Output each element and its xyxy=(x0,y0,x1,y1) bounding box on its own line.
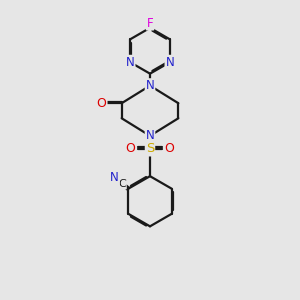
Text: O: O xyxy=(165,142,175,155)
Text: N: N xyxy=(110,171,119,184)
Text: N: N xyxy=(126,56,134,69)
Text: C: C xyxy=(118,178,126,189)
Text: N: N xyxy=(146,129,154,142)
Text: N: N xyxy=(166,56,174,69)
Text: N: N xyxy=(146,79,154,92)
Text: O: O xyxy=(97,97,106,110)
Text: S: S xyxy=(146,142,154,155)
Text: O: O xyxy=(125,142,135,155)
Text: F: F xyxy=(147,16,153,30)
